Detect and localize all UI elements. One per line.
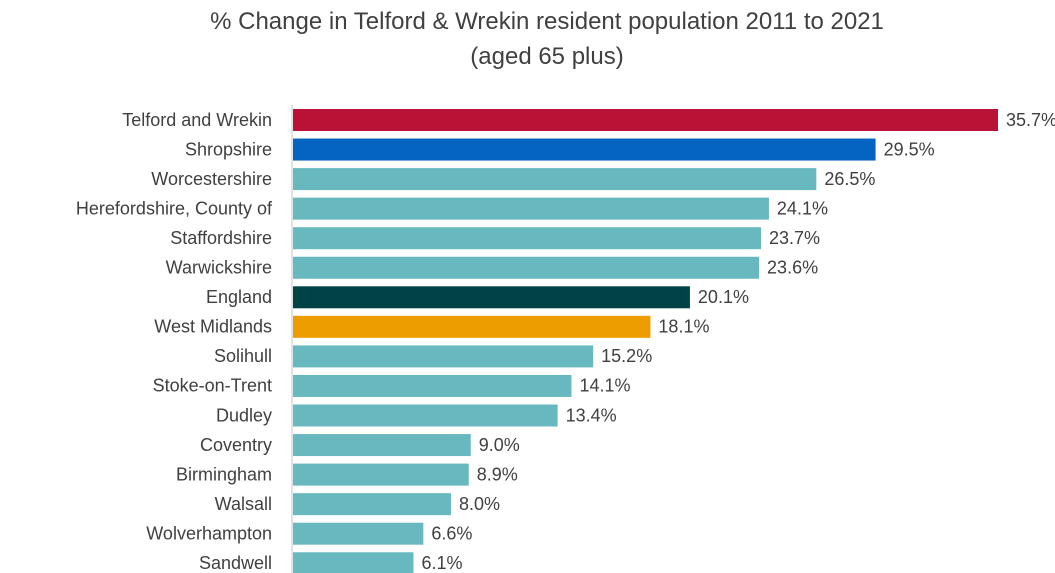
y-tick-label: Herefordshire, County of: [76, 198, 273, 218]
bar: [293, 404, 558, 427]
bar: [293, 286, 690, 309]
y-tick-label: Solihull: [214, 346, 272, 366]
bar: [293, 138, 876, 161]
value-label: 13.4%: [566, 405, 617, 425]
y-tick-label: Worcestershire: [151, 169, 272, 189]
bar: [293, 168, 817, 191]
y-tick-label: Stoke-on-Trent: [153, 376, 272, 396]
value-label: 14.1%: [579, 376, 630, 396]
value-label: 20.1%: [698, 287, 749, 307]
bar: [293, 256, 760, 279]
y-tick-label: Wolverhampton: [146, 523, 272, 543]
y-tick-label: Staffordshire: [170, 228, 272, 248]
bar: [293, 345, 594, 368]
value-label: 9.0%: [479, 435, 520, 455]
bar: [293, 197, 769, 220]
y-tick-label: Warwickshire: [166, 258, 272, 278]
y-tick-label: Sandwell: [199, 553, 272, 573]
value-label: 29.5%: [884, 139, 935, 159]
value-label: 24.1%: [777, 198, 828, 218]
bar: [293, 493, 451, 516]
y-tick-label: Walsall: [215, 494, 272, 514]
bar: [293, 522, 424, 545]
value-label: 18.1%: [658, 317, 709, 337]
chart-title: % Change in Telford & Wrekin resident po…: [210, 8, 884, 70]
y-tick-label: Shropshire: [185, 139, 272, 159]
value-label: 35.7%: [1006, 110, 1055, 130]
y-tick-label: Dudley: [216, 405, 272, 425]
value-label: 6.6%: [431, 523, 472, 543]
value-label: 15.2%: [601, 346, 652, 366]
y-tick-label: West Midlands: [154, 317, 272, 337]
bar: [293, 552, 414, 573]
value-label: 23.7%: [769, 228, 820, 248]
bar: [293, 463, 469, 486]
bar: [293, 315, 651, 338]
bar: [293, 227, 762, 250]
value-label: 6.1%: [421, 553, 462, 573]
y-tick-label: Birmingham: [176, 464, 272, 484]
value-label: 8.0%: [459, 494, 500, 514]
value-label: 26.5%: [824, 169, 875, 189]
value-label: 23.6%: [767, 258, 818, 278]
bar: [293, 374, 572, 397]
bar: [293, 434, 471, 457]
y-tick-label: England: [206, 287, 272, 307]
bar: [293, 109, 998, 131]
value-label: 8.9%: [477, 464, 518, 484]
y-tick-label: Telford and Wrekin: [122, 110, 272, 130]
y-tick-label: Coventry: [200, 435, 272, 455]
